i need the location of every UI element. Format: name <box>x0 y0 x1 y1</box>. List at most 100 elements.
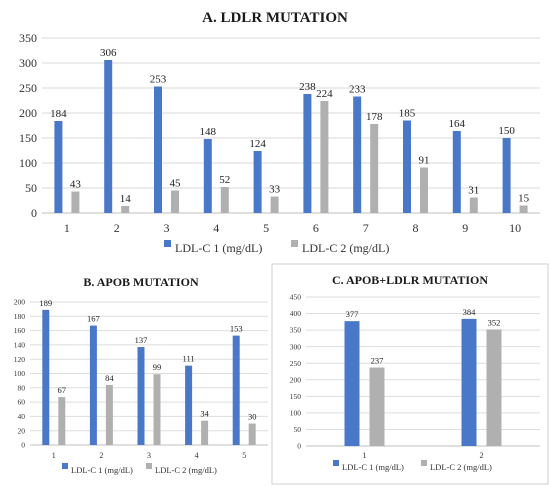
panel-b-bar-s2-1 <box>58 397 66 445</box>
panel-a-data-label-s2-9: 31 <box>468 185 479 197</box>
panel-a-x-tick-label: 10 <box>509 221 521 235</box>
panel-a-y-tick-label: 200 <box>19 106 37 120</box>
panel-a-x-tick-label: 2 <box>114 221 120 235</box>
panel-a-data-label-s2-2: 14 <box>120 193 132 205</box>
panel-a-data-label-s1-9: 164 <box>449 118 466 130</box>
panel-a-y-tick-label: 250 <box>19 81 37 95</box>
panel-b-y-tick-label: 100 <box>14 369 26 378</box>
panel-c-bar-s1-1 <box>344 321 360 446</box>
panel-b-y-tick-label: 80 <box>18 383 26 392</box>
panel-a-y-tick-label: 100 <box>19 156 37 170</box>
panel-a-bar-s1-8 <box>403 120 411 213</box>
panel-b-legend-label-2: LDL-C 2 (mg/dL) <box>155 465 217 475</box>
panel-b-data-label-s1-1: 189 <box>39 298 52 308</box>
panel-a-data-label-s1-3: 253 <box>150 74 167 86</box>
panel-c-bar-s1-2 <box>461 318 477 446</box>
panel-c-data-label-s2-1: 237 <box>371 356 384 366</box>
panel-b-bar-s1-5 <box>232 335 240 445</box>
panel-a-bar-s1-1 <box>54 121 63 213</box>
panel-c-y-tick-label: 250 <box>290 359 302 368</box>
panel-c-y-tick-label: 150 <box>290 392 302 401</box>
panel-b-bar-s2-3 <box>153 374 161 445</box>
panel-a-data-label-s1-2: 306 <box>100 47 117 59</box>
panel-b-y-tick-label: 60 <box>18 398 26 407</box>
panel-b-y-tick-label: 20 <box>18 426 26 435</box>
panel-c-data-label-s2-2: 352 <box>488 317 501 327</box>
panel-b-y-tick-label: 200 <box>14 298 26 307</box>
panel-b-data-label-s1-2: 167 <box>87 314 100 324</box>
panel-b-x-tick-label: 3 <box>147 451 151 460</box>
panel-c-y-tick-label: 50 <box>294 425 302 434</box>
panel-a-x-tick-label: 6 <box>313 221 319 235</box>
panel-a-data-label-s2-6: 224 <box>316 88 333 100</box>
panel-b-data-label-s1-5: 153 <box>230 324 243 334</box>
panel-a-y-tick-label: 300 <box>19 56 37 70</box>
panel-a-bar-s1-10 <box>502 138 511 213</box>
panel-a-legend-label-2: LDL-C 2 (mg/dL) <box>302 241 389 255</box>
panel-b-x-tick-label: 1 <box>52 451 56 460</box>
panel-b-y-tick-label: 140 <box>14 341 26 350</box>
panel-a-data-label-s1-4: 148 <box>200 126 217 138</box>
panel-c-legend-label-2: LDL-C 2 (mg/dL) <box>430 462 492 472</box>
panel-a-legend-label-1: LDL-C 1 (mg/dL) <box>175 241 262 255</box>
panel-a-bar-s1-7 <box>353 96 362 213</box>
panel-c-y-tick-label: 100 <box>290 409 302 418</box>
panel-a-data-label-s2-7: 178 <box>366 111 383 123</box>
panel-b-y-tick-label: 120 <box>14 355 26 364</box>
panel-a-x-tick-label: 3 <box>164 221 170 235</box>
panel-b-bar-s1-4 <box>185 365 193 445</box>
panel-b-legend-swatch-1 <box>62 463 68 469</box>
panel-a-x-tick-label: 1 <box>64 221 70 235</box>
panel-b-bar-s2-4 <box>201 420 209 445</box>
panel-b-legend-label-1: LDL-C 1 (mg/dL) <box>71 465 133 475</box>
panel-c-y-tick-label: 0 <box>297 442 301 451</box>
panel-b-data-label-s2-1: 67 <box>58 385 67 395</box>
panel-a-bar-s1-5 <box>253 151 262 213</box>
panel-c-data-label-s1-1: 377 <box>346 309 359 319</box>
panel-a-data-label-s1-5: 124 <box>249 138 266 150</box>
panel-c-y-tick-label: 200 <box>290 375 302 384</box>
panel-b-y-tick-label: 180 <box>14 312 26 321</box>
panel-c-legend-label-1: LDL-C 1 (mg/dL) <box>342 462 404 472</box>
panel-c-bar-s2-1 <box>369 367 385 446</box>
panel-b-x-tick-label: 2 <box>99 451 103 460</box>
panel-a-bar-s2-1 <box>71 191 80 213</box>
panel-a-x-tick-label: 8 <box>413 221 419 235</box>
panel-a-bar-s2-3 <box>171 190 179 213</box>
panel-a-bar-s2-2 <box>121 206 130 213</box>
panel-a-title: A. LDLR MUTATION <box>202 10 348 26</box>
panel-a-data-label-s2-4: 52 <box>219 174 230 186</box>
panel-b-x-tick-label: 5 <box>242 451 246 460</box>
panel-a-bar-s2-6 <box>320 101 329 213</box>
panel-c-x-tick-label: 2 <box>480 451 484 460</box>
panel-c-x-tick-label: 1 <box>363 451 367 460</box>
panel-c-legend-swatch-2 <box>421 460 427 466</box>
panel-a-bar-s1-4 <box>203 139 212 213</box>
panel-b-bar-s1-3 <box>137 347 145 445</box>
panel-a-data-label-s2-3: 45 <box>170 178 182 190</box>
panel-b-bar-s2-5 <box>248 423 256 445</box>
panel-b-data-label-s2-3: 99 <box>153 362 162 372</box>
panel-b-bar-s1-1 <box>42 309 50 445</box>
panel-b-x-tick-label: 4 <box>195 451 199 460</box>
panel-b-data-label-s2-4: 34 <box>200 409 209 419</box>
panel-c-y-tick-label: 450 <box>290 293 302 302</box>
panel-b-title: B. APOB MUTATION <box>83 275 199 289</box>
panel-a-y-tick-label: 50 <box>25 181 37 195</box>
panel-c-data-label-s1-2: 384 <box>463 307 477 317</box>
panel-a-bar-s1-2 <box>104 60 113 213</box>
panel-a-data-label-s1-8: 185 <box>399 108 416 120</box>
panel-b-bar-s1-2 <box>89 325 97 445</box>
panel-a-data-label-s1-1: 184 <box>50 108 67 120</box>
panel-b-data-label-s2-2: 84 <box>105 373 114 383</box>
panel-a-bar-s2-5 <box>270 196 279 213</box>
panel-a-data-label-s1-6: 238 <box>299 81 316 93</box>
panel-a-x-tick-label: 9 <box>462 221 468 235</box>
panel-a-bar-s2-4 <box>220 187 229 213</box>
panel-b-y-tick-label: 40 <box>18 412 26 421</box>
panel-c-bar-s2-2 <box>486 329 502 446</box>
panel-c-title: C. APOB+LDLR MUTATION <box>332 273 488 287</box>
panel-a-data-label-s2-10: 15 <box>518 193 530 205</box>
panel-a-data-label-s1-7: 233 <box>349 84 366 96</box>
